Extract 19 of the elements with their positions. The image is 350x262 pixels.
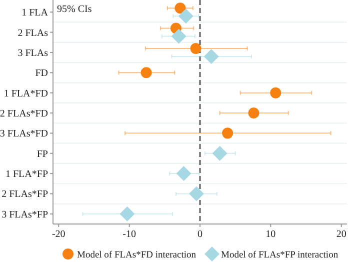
y-tick-label: FP [36, 148, 48, 160]
y-tick-label: 2 FLAs [18, 28, 48, 39]
annotation: 95% CIs [57, 4, 92, 15]
legend-label: Model of FLAs*FD interaction [77, 250, 196, 260]
y-tick-label: 1 FLA*FD [4, 88, 48, 100]
x-tick-label: 20 [336, 229, 346, 240]
y-tick-label: 2 FLAs*FP [2, 189, 48, 200]
y-tick-label: 1 FLA [22, 8, 49, 19]
x-tick-label: -10 [122, 229, 136, 240]
y-tick-label: 3 FLAs [18, 48, 48, 59]
y-tick-label: 2 FLAs*FD [0, 108, 48, 120]
x-tick-label: 10 [266, 229, 276, 240]
y-tick-label: 3 FLAs*FP [2, 209, 48, 220]
y-tick-label: 3 FLAs*FD [0, 128, 48, 140]
x-tick-label: -20 [52, 229, 66, 240]
legend-label: Model of FLAs*FP interaction [221, 250, 338, 260]
x-tick-label: 0 [198, 229, 202, 240]
y-tick-label: FD [35, 68, 48, 80]
y-tick-label: 1 FLA*FP [5, 169, 48, 180]
